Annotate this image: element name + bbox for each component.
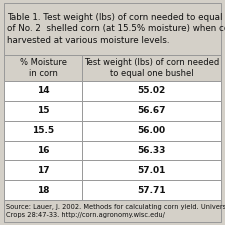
Text: 56.33: 56.33 [137,146,166,155]
Text: 17: 17 [37,166,49,175]
Text: 56.67: 56.67 [137,106,166,115]
Bar [4,200,221,222]
Bar [82,81,221,101]
Text: 57.01: 57.01 [137,166,166,175]
Bar [4,180,82,200]
Text: Source: Lauer, J. 2002. Methods for calculating corn yield. University of Wiscon: Source: Lauer, J. 2002. Methods for calc… [6,204,225,218]
Text: 18: 18 [37,186,49,195]
Bar [4,101,82,121]
Bar [4,160,82,180]
Bar [82,140,221,160]
Text: 14: 14 [37,86,49,95]
Bar [4,81,82,101]
Text: 15: 15 [37,106,49,115]
Bar [4,121,82,140]
Text: Test weight (lbs) of corn needed
to equal one bushel: Test weight (lbs) of corn needed to equa… [84,58,219,78]
Bar [82,121,221,140]
Text: Table 1. Test weight (lbs) of corn needed to equal one bushel
of No. 2  shelled : Table 1. Test weight (lbs) of corn neede… [7,13,225,45]
Text: 15.5: 15.5 [32,126,54,135]
Text: % Moisture
in corn: % Moisture in corn [20,58,67,78]
Bar [4,3,221,55]
Text: 57.71: 57.71 [137,186,166,195]
Bar [4,55,82,81]
Bar [82,160,221,180]
Bar [82,101,221,121]
Text: 56.00: 56.00 [137,126,166,135]
Bar [4,140,82,160]
Text: 16: 16 [37,146,49,155]
Bar [82,55,221,81]
Bar [82,180,221,200]
Text: 55.02: 55.02 [137,86,166,95]
